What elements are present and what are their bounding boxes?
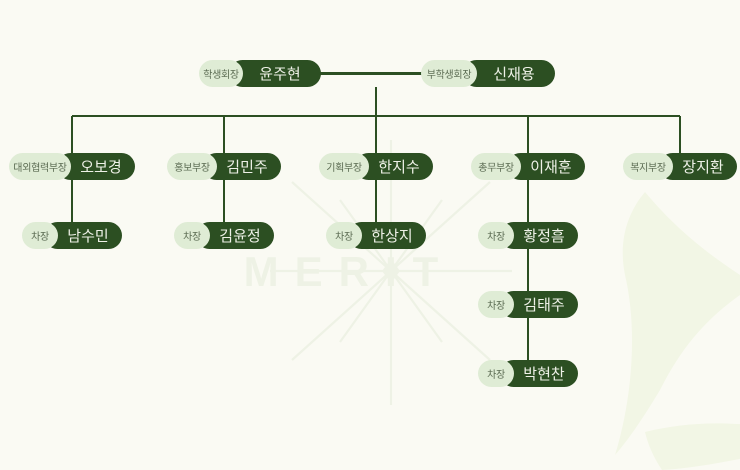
- svg-text:MERIT: MERIT: [244, 248, 455, 295]
